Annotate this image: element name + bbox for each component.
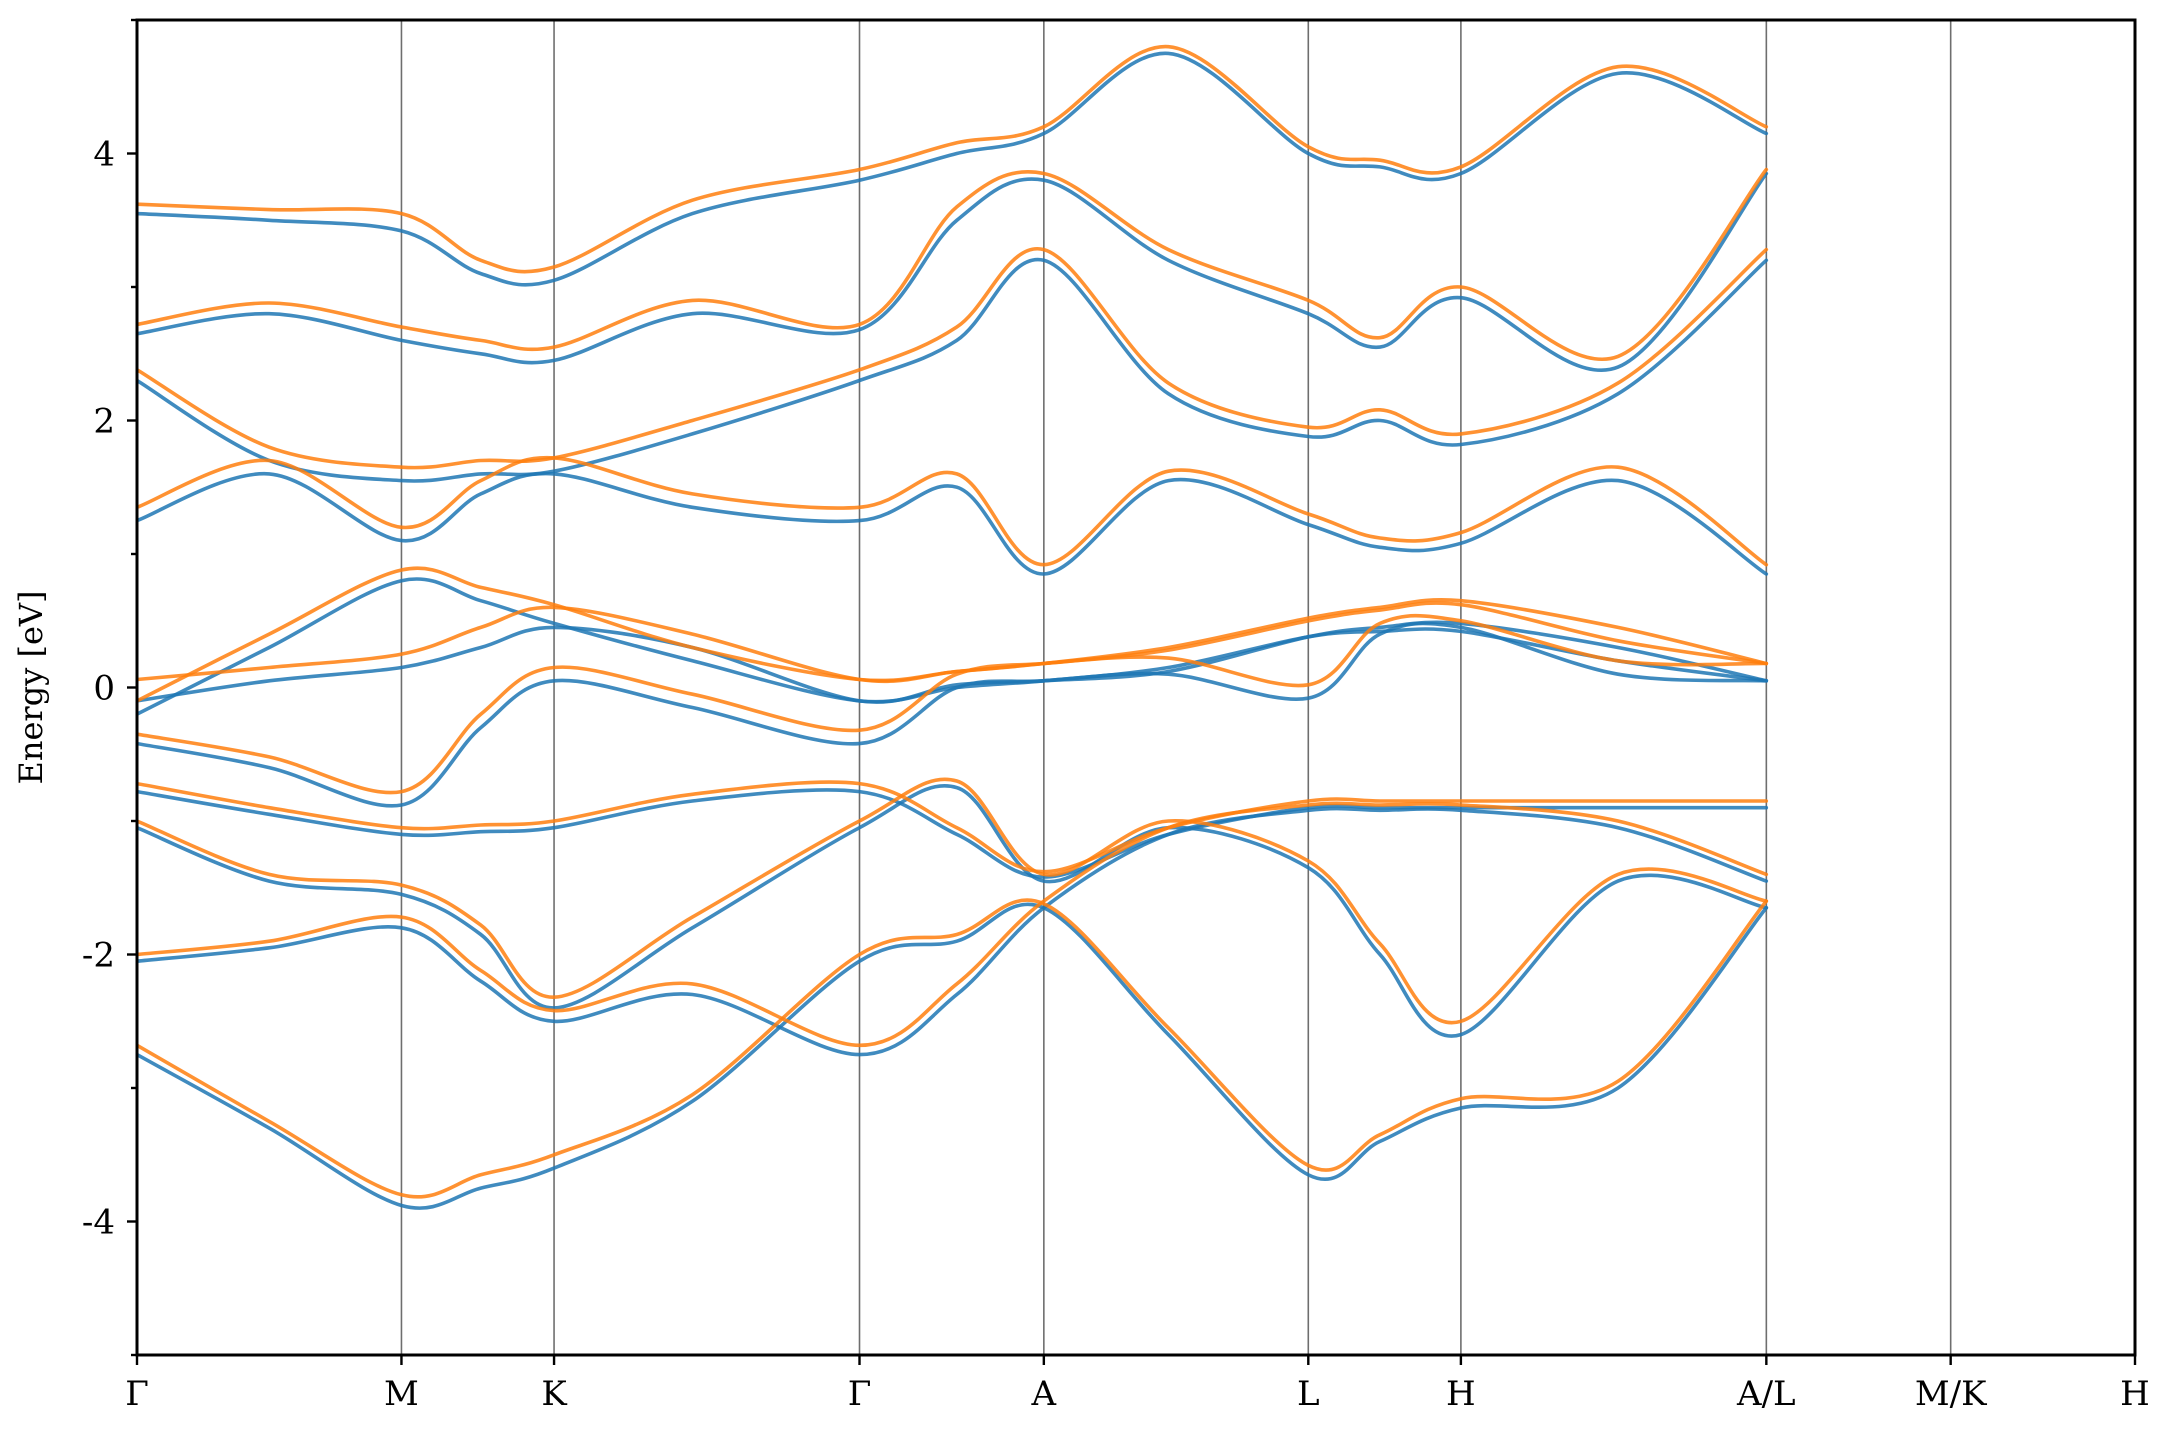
band-line: [137, 620, 1769, 704]
band-line: [137, 171, 1769, 372]
band-line: [137, 246, 1769, 470]
band-line: [137, 801, 1769, 1048]
band-series-2: [137, 44, 1769, 1199]
y-axis-ticks: -4 -2 0 2 4: [82, 18, 137, 1357]
plot-frame: [135, 18, 2137, 1357]
y-tick-label: 4: [93, 135, 115, 175]
y-tick-label: 0: [93, 669, 115, 709]
band-line: [137, 471, 1769, 576]
band-line: [137, 455, 1769, 567]
x-axis-ticks: Γ M K Γ A L H A/L M/K H: [125, 1355, 2150, 1414]
band-line: [137, 613, 1769, 795]
y-tick-label: -4: [82, 1203, 115, 1243]
x-tick-label: L: [1297, 1374, 1320, 1414]
x-tick-label: A: [1031, 1374, 1057, 1414]
band-line: [137, 566, 1769, 703]
x-tick-label: A/L: [1736, 1374, 1796, 1414]
x-tick-label: Γ: [125, 1374, 149, 1414]
x-tick-label: K: [541, 1374, 567, 1414]
band-line: [137, 44, 1769, 274]
x-tick-label: H: [1446, 1374, 1476, 1414]
x-tick-label: M: [384, 1374, 419, 1414]
kpoint-divider-lines: [400, 20, 1952, 1355]
band-line: [137, 788, 1769, 879]
x-tick-label: M/K: [1915, 1374, 1987, 1414]
band-series-1: [137, 51, 1769, 1210]
band-line: [137, 257, 1769, 483]
band-line: [137, 806, 1769, 1057]
band-line: [137, 902, 1769, 1210]
band-line: [137, 784, 1769, 1038]
y-tick-label: 2: [93, 402, 115, 442]
x-tick-label: Γ: [848, 1374, 872, 1414]
y-axis-label: Energy [eV]: [12, 591, 50, 785]
band-line: [137, 780, 1769, 874]
y-tick-label: -2: [82, 936, 115, 976]
band-line: [137, 777, 1769, 1025]
band-line: [137, 577, 1769, 716]
x-tick-label: H: [2120, 1374, 2150, 1414]
band-line: [137, 167, 1769, 361]
band-line: [137, 51, 1769, 287]
band-line: [137, 898, 1769, 1199]
band-lines: [137, 44, 1769, 1210]
